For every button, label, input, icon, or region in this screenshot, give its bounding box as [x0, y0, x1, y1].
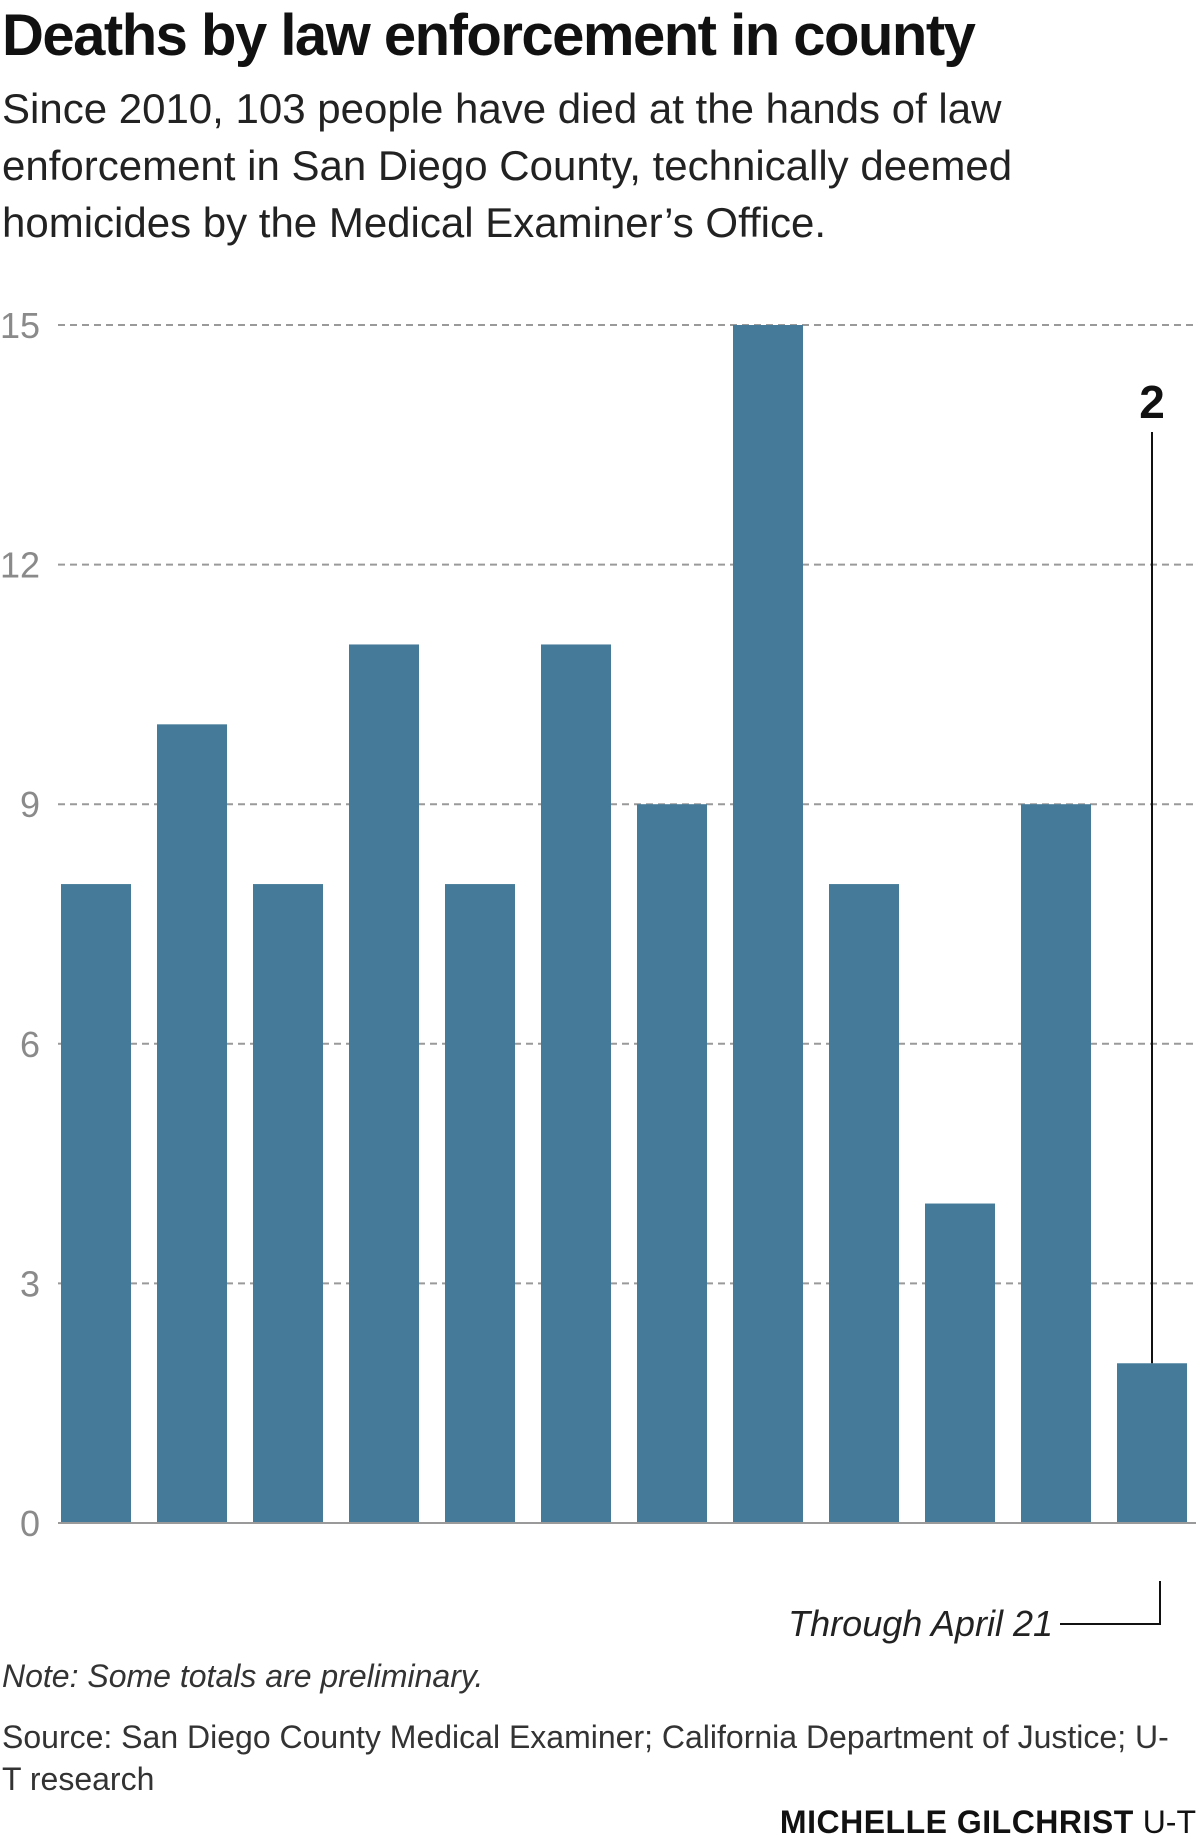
y-tick-label: 3	[20, 1263, 40, 1304]
last-bar-value-label: 2	[1139, 376, 1165, 428]
y-tick-label: 15	[0, 305, 40, 346]
bar	[1021, 804, 1091, 1523]
bar	[157, 724, 227, 1523]
credit-org: U-T	[1142, 1804, 1196, 1840]
bars	[61, 325, 1187, 1523]
through-bracket	[1060, 1581, 1161, 1625]
bar	[733, 325, 803, 1523]
credit-author: MICHELLE GILCHRIST	[779, 1804, 1134, 1840]
bar	[925, 1203, 995, 1523]
y-tick-label: 9	[20, 784, 40, 825]
chart-source: Source: San Diego County Medical Examine…	[2, 1719, 1169, 1797]
chart-subtitle: Since 2010, 103 people have died at the …	[2, 85, 1013, 246]
bar	[445, 884, 515, 1523]
chart-credit: MICHELLE GILCHRIST U-T	[780, 1802, 1196, 1842]
gridlines	[58, 324, 1196, 1285]
bar	[253, 884, 323, 1523]
annotations: 2 Through April 21	[788, 376, 1165, 1644]
bar	[541, 644, 611, 1523]
y-tick-label: 12	[0, 545, 40, 586]
bar	[637, 804, 707, 1523]
bar	[1117, 1363, 1187, 1523]
y-tick-label: 6	[20, 1024, 40, 1065]
bar	[829, 884, 899, 1523]
chart-title: Deaths by law enforcement in county	[2, 3, 976, 68]
y-axis: 0 3 6 9 12 15	[0, 305, 1196, 1544]
chart-note: Note: Some totals are preliminary.	[2, 1658, 484, 1694]
y-tick-label: 0	[20, 1503, 40, 1544]
bar	[61, 884, 131, 1523]
bar-chart: 0 3 6 9 12 15 2 Through April 21	[0, 305, 1196, 1644]
bar	[349, 644, 419, 1523]
through-date-label: Through April 21	[788, 1603, 1053, 1644]
